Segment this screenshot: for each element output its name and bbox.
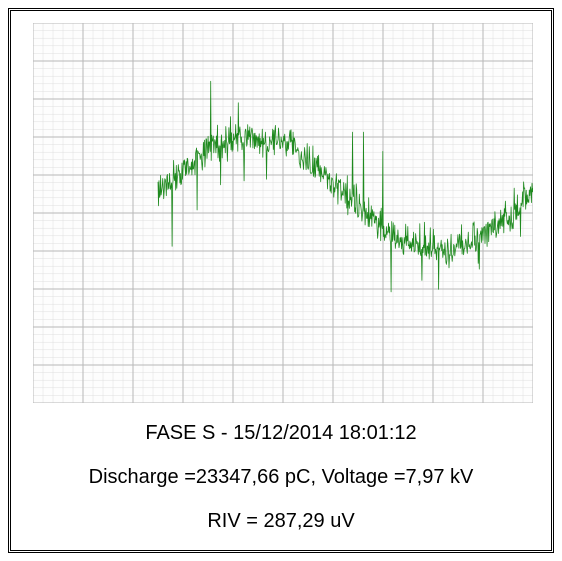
voltage-label: , Voltage = <box>310 466 405 488</box>
riv-label: RIV = <box>207 510 263 532</box>
label-block: FASE S - 15/12/2014 18:01:12 Discharge =… <box>13 403 549 548</box>
measurement-line: Discharge =23347,66 pC, Voltage =7,97 kV <box>89 466 474 489</box>
panel-outer: FASE S - 15/12/2014 18:01:12 Discharge =… <box>8 8 554 553</box>
discharge-label: Discharge = <box>89 466 196 488</box>
phase-label: FASE S - <box>145 422 233 444</box>
riv-line: RIV = 287,29 uV <box>207 510 354 533</box>
title-line: FASE S - 15/12/2014 18:01:12 <box>145 422 416 445</box>
riv-value: 287,29 uV <box>263 510 354 532</box>
waveform-chart <box>33 23 533 403</box>
voltage-value: 7,97 kV <box>406 466 474 488</box>
panel-inner: FASE S - 15/12/2014 18:01:12 Discharge =… <box>13 13 549 548</box>
chart-container <box>33 23 529 403</box>
timestamp: 15/12/2014 18:01:12 <box>233 422 417 444</box>
discharge-value: 23347,66 pC <box>196 466 311 488</box>
